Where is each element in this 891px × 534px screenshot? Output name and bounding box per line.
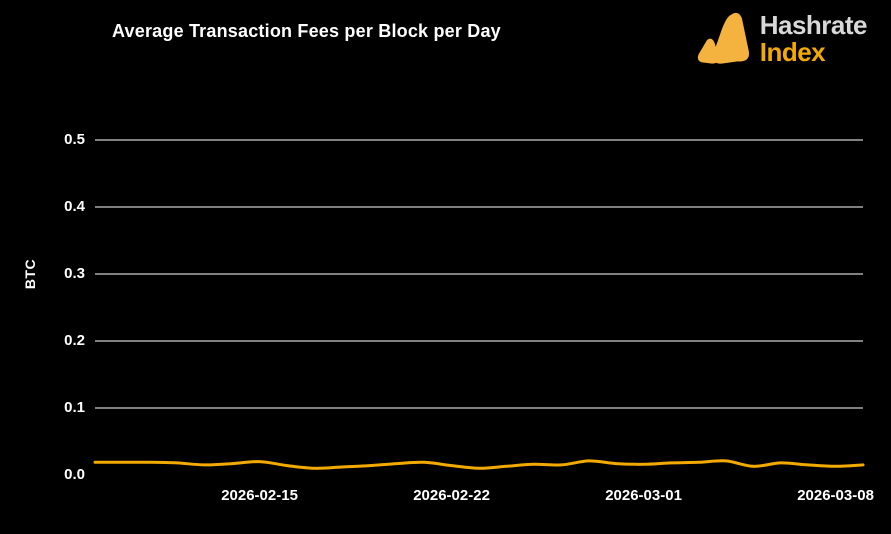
y-tick-label: 0.3 [64,265,85,282]
y-tick-label: 0.4 [64,198,85,215]
logo-text-index: Index [759,37,826,67]
x-tick-label: 2026-02-22 [413,487,490,504]
y-tick-label: 0.2 [64,332,85,349]
x-tick-label: 2026-02-15 [221,487,298,504]
logo-wordmark: Hashrate Index [759,10,868,67]
brand-logo: Hashrate Index [694,9,868,69]
chart-title: Average Transaction Fees per Block per D… [112,21,501,41]
logo-text-hashrate: Hashrate [759,10,868,40]
logo-mark-small-triangle [697,38,719,64]
y-tick-label: 0.1 [64,399,85,416]
y-tick-label: 0.0 [64,466,85,483]
y-tick-label: 0.5 [64,131,85,148]
fees-series-line [93,459,865,470]
x-tick-label: 2026-03-08 [797,487,874,504]
hashrate-index-logo-icon [697,12,749,64]
logo-mark-big-triangle [712,12,749,64]
x-tick-label: 2026-03-01 [605,487,682,504]
